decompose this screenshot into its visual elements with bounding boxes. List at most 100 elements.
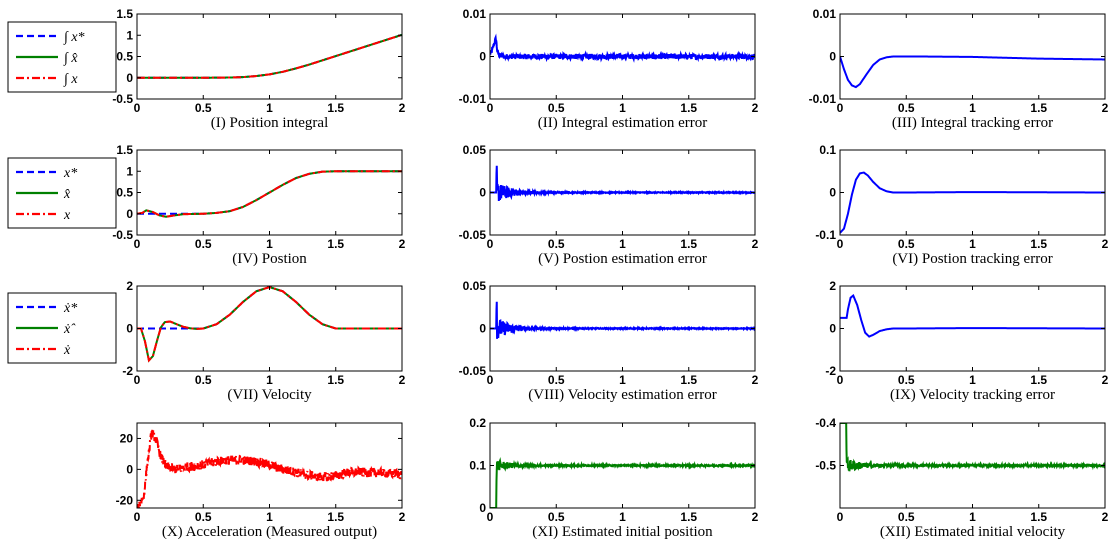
x-tick-label: 0 (487, 373, 494, 387)
x-tick-label: 0.5 (548, 373, 565, 387)
y-tick-label: 0.1 (819, 143, 836, 157)
series-line-3 (137, 33, 402, 79)
x-tick-label: 0 (837, 510, 844, 524)
x-tick-label: 1 (266, 373, 273, 387)
series-line-1 (137, 33, 402, 79)
x-tick-label: 0.5 (548, 237, 565, 251)
panel-caption: (VIII) Velocity estimation error (528, 387, 716, 403)
panel-6: 0 0.5 1 1.5 2-0.100.1(VI) Postion tracking e… (815, 143, 1108, 267)
y-tick-label: -0.05 (459, 228, 487, 242)
panel-caption: (XI) Estimated initial position (532, 524, 713, 540)
y-tick-label: -2 (122, 364, 133, 378)
panel-1: 0 0.5 1 1.5 2-0.500.511.5(I) Position integr… (112, 7, 405, 131)
y-tick-label: 0 (829, 186, 836, 200)
y-tick-label: 0 (479, 186, 486, 200)
x-tick-label: 2 (399, 373, 406, 387)
legend-2: x* x̂ x (7, 157, 117, 229)
x-tick-label: 2 (752, 101, 759, 115)
y-tick-label: 0 (829, 50, 836, 64)
y-tick-label: 0.01 (813, 7, 837, 21)
axes-box (136, 13, 403, 100)
series-line-2 (137, 33, 402, 79)
y-tick-label: -0.1 (815, 228, 836, 242)
y-tick-label: -0.05 (459, 364, 487, 378)
x-tick-label: 1.5 (1030, 101, 1047, 115)
x-tick-label: 2 (399, 237, 406, 251)
x-tick-label: 1.5 (680, 101, 697, 115)
y-tick-label: 0 (479, 501, 486, 515)
y-tick-label: 0 (126, 71, 133, 85)
series-line-1 (840, 171, 1105, 234)
panel-caption: (VII) Velocity (227, 387, 312, 403)
y-tick-label: 0 (479, 322, 486, 336)
y-tick-label: 2 (829, 279, 836, 293)
x-tick-label: 0.5 (195, 237, 212, 251)
series-line-1 (840, 423, 1105, 472)
y-tick-label: 1 (126, 164, 133, 178)
y-tick-label: 0.5 (116, 186, 133, 200)
y-tick-label: 0.05 (463, 279, 487, 293)
x-tick-label: 0.5 (898, 510, 915, 524)
panel-caption: (IV) Postion (232, 251, 307, 267)
x-tick-label: 1.5 (327, 510, 344, 524)
x-tick-label: 1 (969, 101, 976, 115)
x-tick-label: 1 (266, 237, 273, 251)
x-tick-label: 1.5 (1030, 373, 1047, 387)
legend-label: ẋ* (63, 301, 77, 316)
legend-label: ẋ (63, 343, 71, 358)
y-tick-label: -2 (825, 364, 836, 378)
y-tick-label: 20 (120, 431, 134, 445)
x-tick-label: 2 (752, 510, 759, 524)
y-tick-label: -0.01 (459, 92, 487, 106)
y-tick-label: -0.5 (112, 92, 133, 106)
x-tick-label: 0.5 (898, 237, 915, 251)
y-tick-label: -0.5 (815, 459, 836, 473)
y-tick-label: 1.5 (116, 7, 133, 21)
x-tick-label: 1.5 (1030, 237, 1047, 251)
y-tick-label: -0.01 (809, 92, 837, 106)
x-tick-label: 0 (134, 237, 141, 251)
y-tick-label: 0 (479, 50, 486, 64)
x-tick-label: 0.5 (195, 101, 212, 115)
x-tick-label: 0.5 (548, 101, 565, 115)
y-tick-label: -20 (116, 493, 134, 507)
panel-caption: (IX) Velocity tracking error (890, 387, 1055, 403)
x-tick-label: 2 (399, 101, 406, 115)
x-tick-label: 1 (969, 237, 976, 251)
series-line-1 (490, 33, 755, 63)
x-tick-label: 0 (837, 101, 844, 115)
panel-caption: (XII) Estimated initial velocity (880, 524, 1066, 540)
y-tick-label: 0.1 (469, 459, 486, 473)
legend-3: ẋ*ẋ̂ẋ (7, 292, 117, 364)
y-tick-label: 0 (126, 322, 133, 336)
legend-label: ∫ x (63, 72, 78, 87)
x-tick-label: 0.5 (195, 373, 212, 387)
x-tick-label: 1.5 (680, 373, 697, 387)
y-tick-label: 1 (126, 28, 133, 42)
x-tick-label: 0.5 (898, 101, 915, 115)
x-tick-label: 0.5 (195, 510, 212, 524)
x-tick-label: 0 (487, 510, 494, 524)
x-tick-label: 1 (969, 373, 976, 387)
y-tick-label: 0.2 (469, 416, 486, 430)
x-tick-label: 0 (837, 237, 844, 251)
y-tick-label: 0.05 (463, 143, 487, 157)
panel-caption: (X) Acceleration (Measured output) (162, 524, 377, 540)
series-line-1 (137, 427, 402, 508)
legend-label: x (63, 208, 71, 223)
x-tick-label: 2 (1102, 510, 1109, 524)
y-tick-label: 0 (126, 462, 133, 476)
x-tick-label: 1 (619, 510, 626, 524)
y-tick-label: -0.5 (112, 228, 133, 242)
x-tick-label: 0 (487, 237, 494, 251)
y-tick-label: 2 (126, 279, 133, 293)
series-line-3 (137, 170, 402, 218)
panel-caption: (V) Postion estimation error (538, 251, 707, 267)
x-tick-label: 1.5 (680, 510, 697, 524)
